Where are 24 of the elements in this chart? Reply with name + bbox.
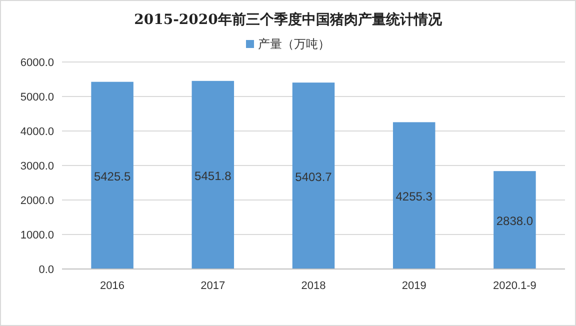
bar (91, 82, 134, 269)
x-tick-label: 2020.1-9 (492, 280, 536, 292)
data-label: 2838.0 (496, 214, 534, 228)
y-tick-label: 1000.0 (20, 230, 54, 242)
data-label: 4255.3 (396, 190, 433, 204)
y-tick-label: 3000.0 (20, 160, 54, 172)
x-tick-label: 2019 (402, 280, 426, 292)
bar (494, 171, 536, 269)
y-tick-label: 2000.0 (20, 195, 54, 207)
y-tick-label: 4000.0 (20, 126, 54, 138)
x-tick-label: 2016 (100, 280, 125, 292)
bar (292, 82, 335, 269)
data-label: 5425.5 (94, 169, 131, 184)
data-label: 5403.7 (295, 170, 332, 184)
chart-title: 2015-2020年前三个季度中国猪肉产量统计情况 (134, 11, 443, 28)
bar (392, 122, 436, 269)
bar (192, 80, 234, 269)
legend-label: 产量（万吨） (258, 37, 330, 51)
x-tick-label: 2017 (200, 280, 226, 292)
y-tick-label: 5000.0 (20, 92, 54, 104)
data-label: 5451.8 (194, 168, 232, 183)
x-tick-label: 2018 (301, 280, 326, 292)
y-tick-label: 6000.0 (20, 57, 54, 69)
y-tick-label: 0.0 (38, 264, 54, 276)
